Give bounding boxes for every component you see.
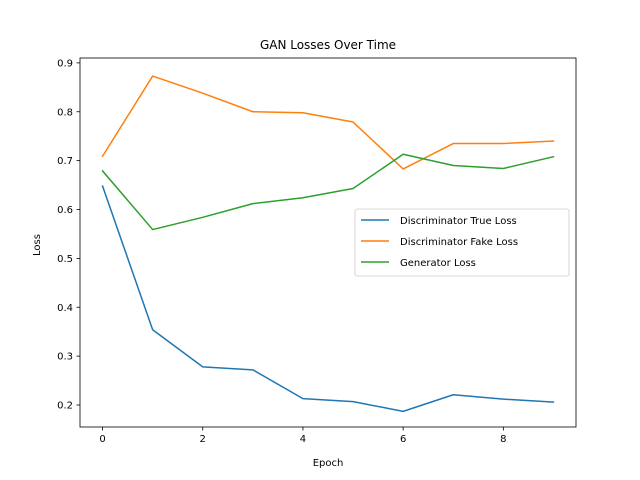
plot-area (101, 75, 555, 413)
legend-label-2: Discriminator Fake Loss (400, 237, 518, 248)
x-tick-label: 2 (200, 434, 206, 445)
legend: Discriminator True Loss Discriminator Fak… (354, 208, 570, 277)
y-tick-label: 0.2 (57, 401, 73, 412)
x-tick-label: 6 (400, 434, 406, 445)
x-tick-label: 0 (99, 434, 105, 445)
chart-title: GAN Losses Over Time (260, 38, 396, 52)
legend-label-3: Generator Loss (400, 258, 476, 269)
y-tick-label: 0.8 (57, 107, 73, 118)
y-tick-label: 0.4 (57, 303, 73, 314)
legend-box (354, 208, 570, 277)
y-tick-label: 0.7 (57, 156, 73, 167)
y-tick-label: 0.5 (57, 254, 73, 265)
x-axis-label: Epoch (313, 458, 344, 469)
legend-label-1: Discriminator True Loss (400, 216, 517, 227)
y-tick-label: 0.6 (57, 205, 73, 216)
axes: 0 2 4 6 8 0.2 0.3 0.4 0.5 0.6 0.7 0.8 0.9 (57, 57, 577, 445)
axes-frame (79, 57, 577, 428)
series-line-1 (101, 185, 555, 413)
series-line-2 (101, 75, 555, 170)
x-tick-label: 8 (500, 434, 506, 445)
y-axis-label: Loss (32, 234, 43, 256)
y-tick-label: 0.9 (57, 58, 73, 69)
x-tick-label: 4 (300, 434, 306, 445)
series-line-3 (101, 153, 555, 231)
y-tick-label: 0.3 (57, 352, 73, 363)
